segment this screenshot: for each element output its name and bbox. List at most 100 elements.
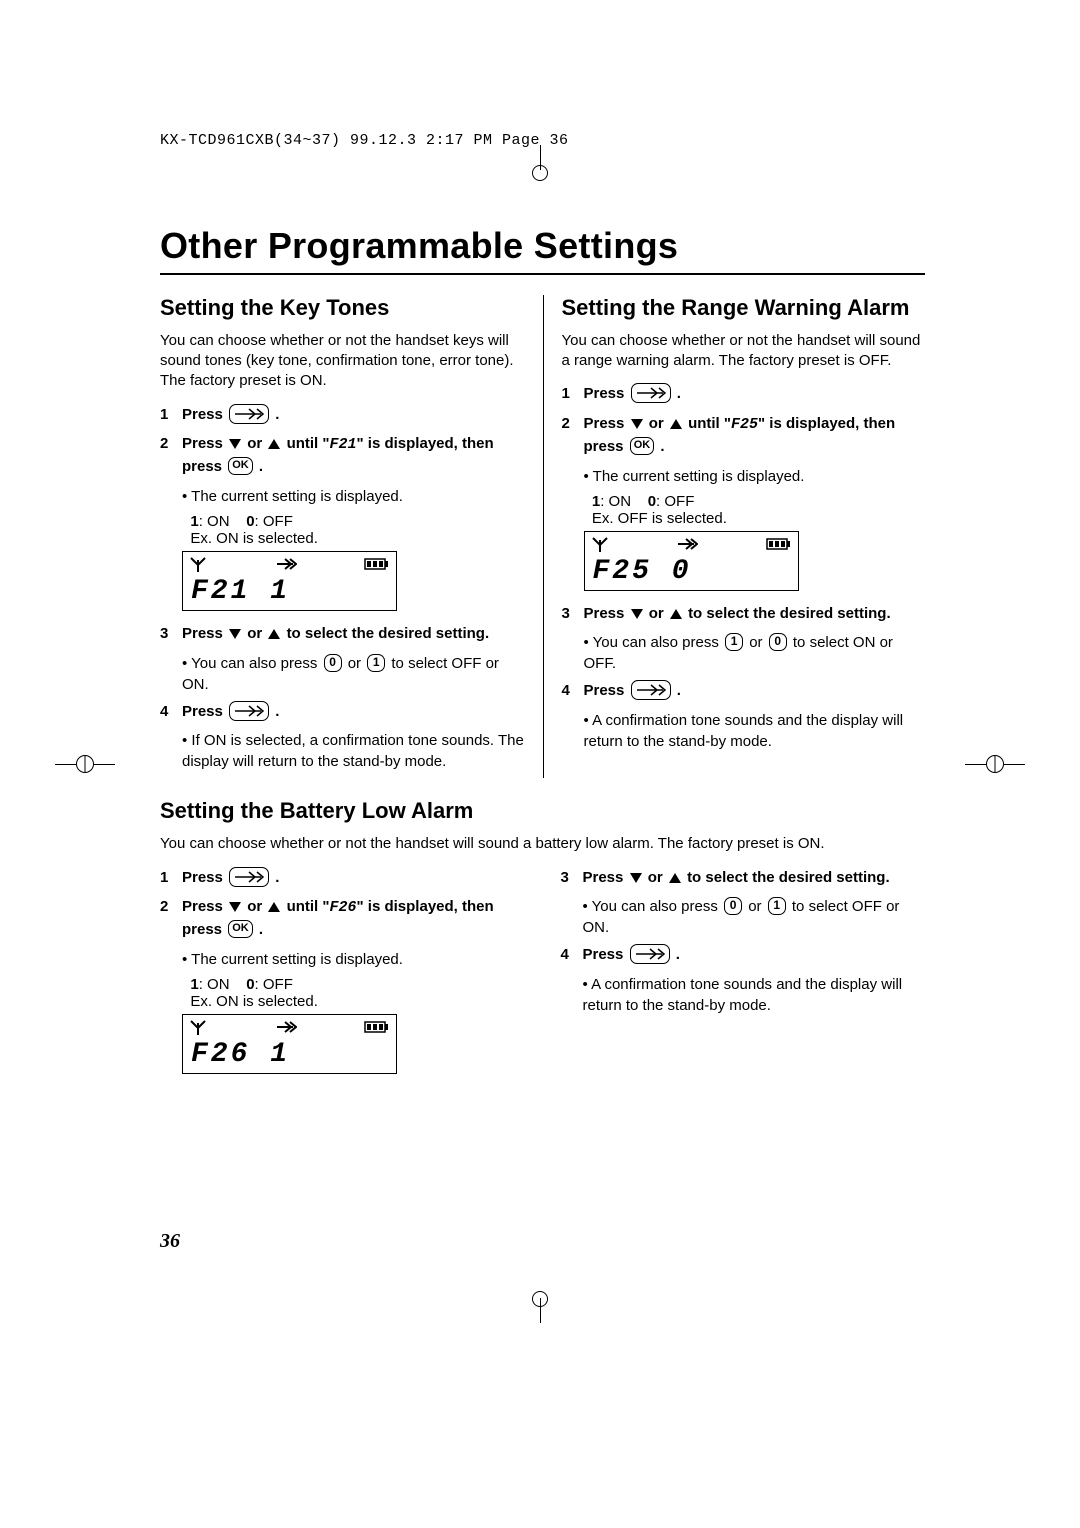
menu-arrow-button-icon <box>229 404 269 424</box>
kt-ex-text: Ex. ON is selected. <box>190 530 318 547</box>
ok-button-icon: OK <box>228 920 253 938</box>
kt-sub3-a: You can also press <box>191 655 317 672</box>
bt-s2-b: or <box>247 898 262 915</box>
menu-arrow-button-icon <box>229 867 269 887</box>
up-triangle-icon <box>670 609 682 619</box>
rg-step3: 3 Press or to select the desired setting… <box>562 603 926 625</box>
period: . <box>275 869 279 886</box>
bt-step2: 2 Press or until "F26" is displayed, the… <box>160 896 525 941</box>
rg-s3-b: or <box>649 605 664 622</box>
period: . <box>275 703 279 720</box>
bt-off-num: 0 <box>246 976 254 993</box>
period: . <box>677 385 681 402</box>
bt-step4: 4 Press . <box>561 944 926 966</box>
menu-arrow-button-icon <box>631 383 671 403</box>
antenna-icon <box>189 556 207 572</box>
up-triangle-icon <box>670 419 682 429</box>
bt-s2-c: until " <box>287 898 330 915</box>
rg-s2-a: Press <box>584 415 625 432</box>
menu-arrow-button-icon <box>229 701 269 721</box>
intro-range: You can choose whether or not the handse… <box>562 331 926 372</box>
content-area: Other Programmable Settings Setting the … <box>160 225 925 1086</box>
print-header: KX-TCD961CXB(34~37) 99.12.3 2:17 PM Page… <box>160 132 569 149</box>
period: . <box>259 458 263 475</box>
kt-sub2a: • The current setting is displayed. <box>182 486 525 507</box>
period: . <box>660 438 664 455</box>
menu-arrow-button-icon <box>630 944 670 964</box>
bt-ex-text: Ex. ON is selected. <box>190 993 318 1010</box>
bt-step3: 3 Press or to select the desired setting… <box>561 867 926 889</box>
down-triangle-icon <box>229 629 241 639</box>
battery-icon <box>364 557 390 571</box>
bt-step1: 1 Press . <box>160 867 525 889</box>
rg-sub3: • You can also press 1 or 0 to select ON… <box>584 632 926 674</box>
kt-off-lbl: : OFF <box>255 513 293 530</box>
kt-sub3-b: or <box>348 655 361 672</box>
battery-icon <box>364 1020 390 1034</box>
one-key-icon: 1 <box>768 897 786 915</box>
crop-mark-bottom <box>520 1283 560 1323</box>
bt-on-num: 1 <box>190 976 198 993</box>
rg-sub3-a: You can also press <box>593 634 719 651</box>
intro-key-tones: You can choose whether or not the handse… <box>160 331 525 392</box>
kt-s2-a: Press <box>182 435 223 452</box>
bt-lcd: F26 1 <box>182 1014 397 1074</box>
rg-s3-a: Press <box>584 605 625 622</box>
down-triangle-icon <box>631 609 643 619</box>
battery-icon <box>766 537 792 551</box>
crop-mark-right <box>965 744 1025 784</box>
rg-s4-text: Press <box>584 682 625 699</box>
period: . <box>676 946 680 963</box>
down-triangle-icon <box>631 419 643 429</box>
heading-key-tones: Setting the Key Tones <box>160 295 525 321</box>
arrow-icon <box>275 1020 297 1034</box>
rg-on-num: 1 <box>592 493 600 510</box>
period: . <box>275 406 279 423</box>
bt-sub3-a: You can also press <box>592 898 718 915</box>
kt-sub4: • If ON is selected, a confirmation tone… <box>182 730 525 772</box>
bt-sub2a: • The current setting is displayed. <box>182 949 525 970</box>
page: KX-TCD961CXB(34~37) 99.12.3 2:17 PM Page… <box>0 0 1080 1528</box>
period: . <box>677 682 681 699</box>
kt-s2-c: until " <box>287 435 330 452</box>
kt-s2-code: F21 <box>330 436 357 453</box>
rg-off-lbl: : OFF <box>656 493 694 510</box>
one-key-icon: 1 <box>725 633 743 651</box>
arrow-icon <box>676 537 698 551</box>
bt-s2-a: Press <box>182 898 223 915</box>
kt-step1: 1 Press . <box>160 404 525 426</box>
arrow-icon <box>275 557 297 571</box>
kt-on-lbl: : ON <box>199 513 230 530</box>
kt-ex: Ex. ON is selected. <box>182 530 525 547</box>
section-range-alarm: Setting the Range Warning Alarm You can … <box>543 295 926 778</box>
bt-sub4-text: A confirmation tone sounds and the displ… <box>583 976 903 1014</box>
bt-s1-text: Press <box>182 869 223 886</box>
period: . <box>259 921 263 938</box>
crop-mark-left <box>55 744 115 784</box>
kt-step1-text: Press <box>182 406 223 423</box>
kt-step2: 2 Press or until "F21" is displayed, the… <box>160 433 525 478</box>
kt-sub4-text: If ON is selected, a confirmation tone s… <box>182 732 524 770</box>
down-triangle-icon <box>229 439 241 449</box>
bt-s3-a: Press <box>583 869 624 886</box>
rg-onoff: 1: ON 0: OFF <box>584 493 926 510</box>
page-number: 36 <box>160 1230 180 1253</box>
bt-sub2a-text: The current setting is displayed. <box>191 951 403 968</box>
bt-onoff: 1: ON 0: OFF <box>182 976 525 993</box>
bt-s3-b: or <box>648 869 663 886</box>
rg-s2-c: until " <box>688 415 731 432</box>
up-triangle-icon <box>268 439 280 449</box>
rg-s3-c: to select the desired setting. <box>688 605 891 622</box>
bt-s4-text: Press <box>583 946 624 963</box>
rg-ex: Ex. OFF is selected. <box>584 510 926 527</box>
menu-arrow-button-icon <box>631 680 671 700</box>
rg-off-num: 0 <box>648 493 656 510</box>
kt-s2-b: or <box>247 435 262 452</box>
rg-step4: 4 Press . <box>562 680 926 702</box>
one-key-icon: 1 <box>367 654 385 672</box>
kt-step4: 4 Press . <box>160 701 525 723</box>
kt-on-num: 1 <box>190 513 198 530</box>
rg-s1-text: Press <box>584 385 625 402</box>
bt-ex: Ex. ON is selected. <box>182 993 525 1010</box>
zero-key-icon: 0 <box>769 633 787 651</box>
